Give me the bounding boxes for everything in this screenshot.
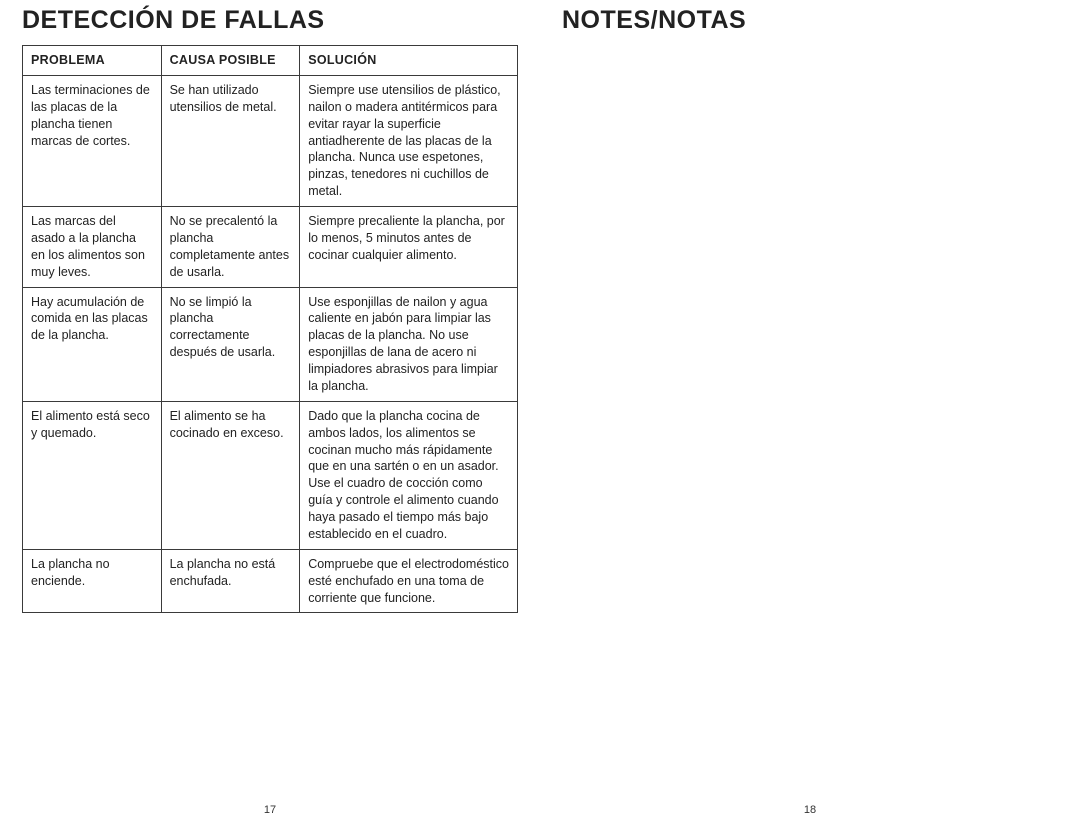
page-right: NOTES/NOTAS 18 [540,0,1080,834]
table-row: La plancha no enciende. La plancha no es… [23,549,518,613]
cell-solucion: Compruebe que el electrodoméstico esté e… [300,549,518,613]
cell-problema: El alimento está seco y quemado. [23,401,162,549]
table-header-row: PROBLEMA CAUSA POSIBLE SOLUCIÓN [23,46,518,76]
col-header-causa: CAUSA POSIBLE [161,46,300,76]
col-header-problema: PROBLEMA [23,46,162,76]
table-row: Las marcas del asado a la plancha en los… [23,207,518,288]
cell-problema: Las terminaciones de las placas de la pl… [23,75,162,206]
cell-solucion: Siempre use utensilios de plástico, nail… [300,75,518,206]
cell-problema: Hay acumulación de comida en las placas … [23,287,162,401]
spread: DETECCIÓN DE FALLAS PROBLEMA CAUSA POSIB… [0,0,1080,834]
cell-solucion: Siempre precaliente la plancha, por lo m… [300,207,518,288]
cell-problema: La plancha no enciende. [23,549,162,613]
col-header-solucion: SOLUCIÓN [300,46,518,76]
page-number-right: 18 [540,804,1080,816]
cell-causa: No se precalentó la plancha completament… [161,207,300,288]
cell-causa: No se limpió la plancha correctamente de… [161,287,300,401]
section-title-right: NOTES/NOTAS [562,6,1058,35]
cell-causa: Se han utilizado utensilios de metal. [161,75,300,206]
table-row: Las terminaciones de las placas de la pl… [23,75,518,206]
table-row: Hay acumulación de comida en las placas … [23,287,518,401]
table-row: El alimento está seco y quemado. El alim… [23,401,518,549]
page-left: DETECCIÓN DE FALLAS PROBLEMA CAUSA POSIB… [0,0,540,834]
page-number-left: 17 [0,804,540,816]
section-title-left: DETECCIÓN DE FALLAS [22,6,518,35]
cell-problema: Las marcas del asado a la plancha en los… [23,207,162,288]
cell-causa: El alimento se ha cocinado en exceso. [161,401,300,549]
cell-causa: La plancha no está enchufada. [161,549,300,613]
cell-solucion: Use esponjillas de nailon y agua calient… [300,287,518,401]
cell-solucion: Dado que la plancha cocina de ambos lado… [300,401,518,549]
troubleshooting-table: PROBLEMA CAUSA POSIBLE SOLUCIÓN Las term… [22,45,518,613]
